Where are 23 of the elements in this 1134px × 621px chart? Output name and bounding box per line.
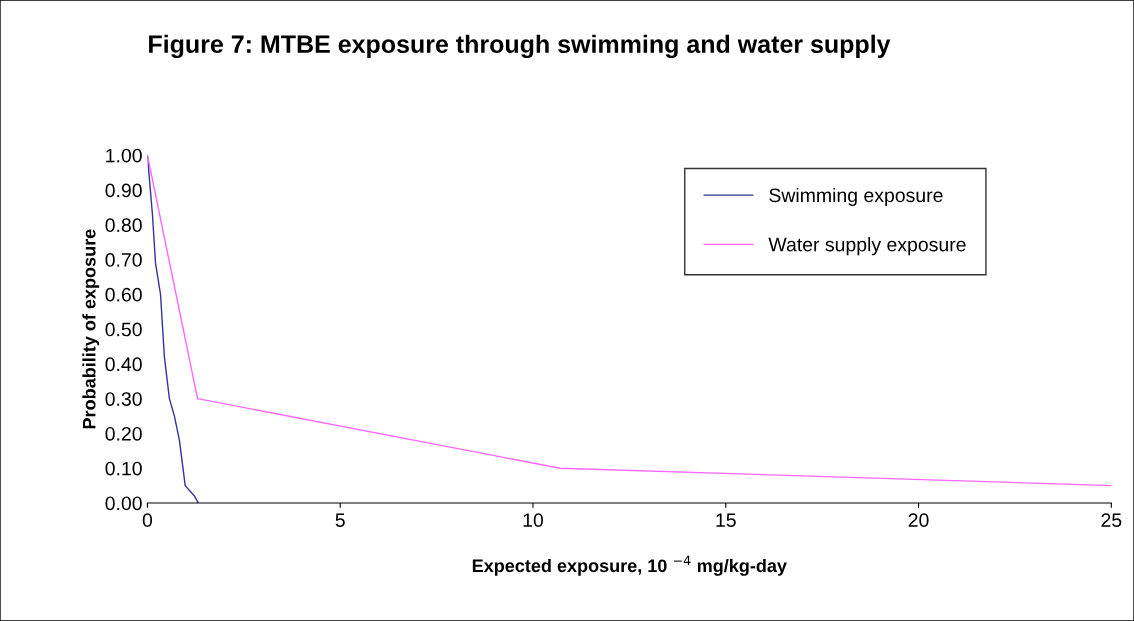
x-tick-label: 25 [1101, 513, 1122, 528]
y-tick-label: 0.00 [105, 496, 142, 511]
y-tick-label: 0.40 [105, 357, 142, 372]
legend-label: Water supply exposure [768, 237, 966, 256]
chart-title: Figure 7: MTBE exposure through swimming and water supply [149, 34, 891, 59]
y-axis-title: Probability of exposure [82, 229, 100, 429]
y-tick-label: 0.50 [105, 322, 142, 337]
x-tick-label: 20 [908, 513, 929, 528]
x-axis-title: Expected exposure, 10 $^{−4}$ mg/kg-day [472, 555, 787, 576]
legend-label: Swimming exposure [769, 187, 943, 207]
y-tick-label: 0.80 [105, 218, 142, 233]
y-tick-label: 0.60 [105, 287, 142, 302]
x-tick-label: 15 [716, 513, 736, 528]
x-tick-label: 10 [523, 513, 544, 528]
line-series [147, 155, 1112, 487]
y-tick-label: 0.20 [105, 426, 142, 441]
y-tick-label: 0.30 [105, 392, 142, 406]
y-tick-label: 0.10 [105, 461, 142, 476]
x-tick-label: 5 [335, 513, 345, 528]
x-tick-label: 0 [142, 513, 153, 528]
y-tick-label: 1.00 [106, 148, 142, 163]
y-tick-label: 0.70 [105, 253, 142, 267]
y-tick-label: 0.90 [105, 183, 142, 198]
